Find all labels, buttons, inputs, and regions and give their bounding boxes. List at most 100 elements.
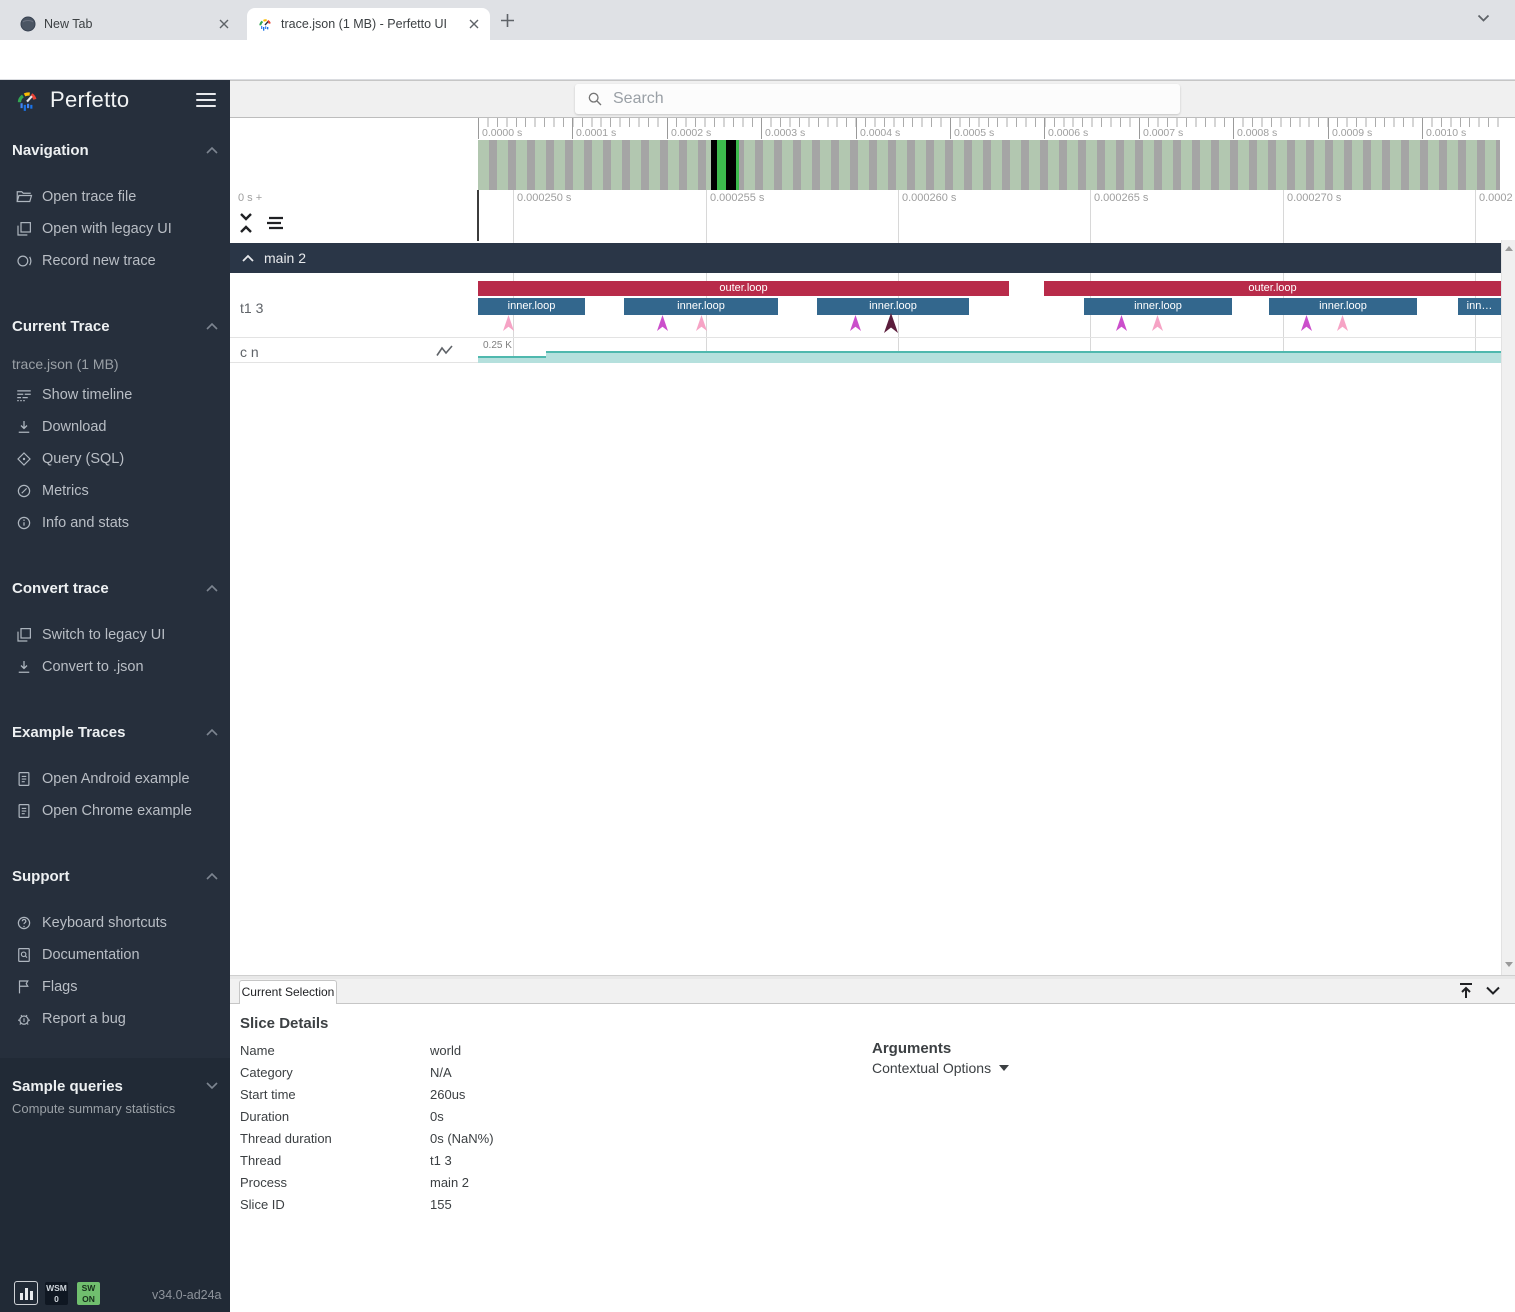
sidebar-item-documentation[interactable]: Documentation xyxy=(0,939,230,971)
new-tab-button-icon[interactable] xyxy=(500,13,515,28)
expand-panel-icon[interactable] xyxy=(1457,982,1475,1000)
tracks-scrollbar[interactable] xyxy=(1501,240,1515,975)
timeline-minimap[interactable] xyxy=(478,140,1500,190)
counter-track-canvas[interactable]: 0.25 K xyxy=(478,338,1501,363)
detail-label: Thread duration xyxy=(240,1131,332,1146)
thread-track-canvas: outer.loop outer.loop inner.loop inner.l… xyxy=(478,273,1501,338)
slice-outer-loop[interactable]: outer.loop xyxy=(478,281,1009,296)
browser-tabstrip: New Tab trace.json (1 MB) - Perfetto UI xyxy=(0,0,1515,40)
sw-status-badge: SW ON xyxy=(77,1282,100,1305)
query-icon xyxy=(17,452,31,466)
detail-value: 155 xyxy=(430,1197,452,1212)
bug-icon xyxy=(18,1014,30,1025)
section-sample-queries[interactable]: Sample queries xyxy=(12,1076,218,1096)
sidebar-item-flags[interactable]: Flags xyxy=(0,971,230,1003)
sidebar-item-switch-legacy[interactable]: Switch to legacy UI xyxy=(0,619,230,651)
instant-marker-magenta[interactable] xyxy=(656,315,669,332)
contextual-options-button[interactable]: Contextual Options xyxy=(872,1060,1010,1076)
slice-inner-loop[interactable]: inner.loop xyxy=(1084,298,1232,315)
dropdown-caret-icon xyxy=(999,1065,1010,1071)
instant-marker-pink[interactable] xyxy=(1336,315,1349,332)
timeline-icon xyxy=(17,390,31,402)
sidebar-item-report-bug[interactable]: Report a bug xyxy=(0,1003,230,1035)
counter-track-name[interactable]: c n xyxy=(240,344,259,360)
instant-marker-pink[interactable] xyxy=(1151,315,1164,332)
tab-perfetto[interactable]: trace.json (1 MB) - Perfetto UI xyxy=(247,8,490,40)
viewport-region-edge xyxy=(736,140,739,190)
chevron-up-icon xyxy=(206,872,218,880)
section-support[interactable]: Support xyxy=(12,866,218,886)
hamburger-menu-icon[interactable] xyxy=(196,89,216,111)
instant-marker-pink[interactable] xyxy=(502,315,515,332)
instant-marker-selected[interactable] xyxy=(883,313,899,334)
instant-marker-magenta[interactable] xyxy=(849,315,862,332)
slice-inner-loop[interactable]: inner.loop xyxy=(478,298,585,315)
slice-inner-loop[interactable]: inner.loop xyxy=(624,298,778,315)
detail-label: Name xyxy=(240,1043,275,1058)
instant-marker-magenta[interactable] xyxy=(1115,315,1128,332)
details-tabbar xyxy=(230,979,1515,1004)
sidebar-item-convert-json[interactable]: Convert to .json xyxy=(0,651,230,683)
collapse-panel-chevron-icon[interactable] xyxy=(1486,986,1500,995)
search-input[interactable] xyxy=(613,90,1180,108)
ruler-label: 0.0000 s xyxy=(482,127,523,139)
tab-current-selection[interactable]: Current Selection xyxy=(239,980,337,1004)
perfetto-favicon-icon xyxy=(259,19,271,31)
slice-outer-loop[interactable]: outer.loop xyxy=(1044,281,1501,296)
slice-inner-loop[interactable]: inner.loop xyxy=(817,298,969,315)
track-sort-icon[interactable] xyxy=(266,216,286,230)
tab-search-chevron-icon[interactable] xyxy=(1477,14,1490,23)
sidebar-footer: Sample queries Compute summary statistic… xyxy=(0,1058,230,1312)
perfetto-logo-icon xyxy=(17,92,37,111)
info-icon xyxy=(17,516,31,530)
chevron-down-icon xyxy=(206,1082,218,1090)
browser-toolbar: ui.perfetto.dev/#!/viewer?local_cache_ke… xyxy=(0,40,1515,116)
ruler-label: 0.0004 s xyxy=(860,127,901,139)
sidebar-item-download[interactable]: Download xyxy=(0,411,230,443)
detail-value: 0s (NaN%) xyxy=(430,1131,494,1146)
slice-inner-loop[interactable]: inner.loop xyxy=(1269,298,1417,315)
instant-marker-pink[interactable] xyxy=(695,315,708,332)
scroll-up-icon[interactable] xyxy=(1505,246,1513,251)
viewport-region[interactable] xyxy=(717,140,726,190)
sidebar-item-record-trace[interactable]: Record new trace xyxy=(0,245,230,277)
instant-marker-magenta[interactable] xyxy=(1300,315,1313,332)
viewport-handle-right[interactable] xyxy=(726,140,736,190)
detail-label: Duration xyxy=(240,1109,290,1124)
grid-time-label: 0.000270 s xyxy=(1287,192,1342,204)
sidebar-item-show-timeline[interactable]: Show timeline xyxy=(0,379,230,411)
slice-inner-loop[interactable]: inn… xyxy=(1458,298,1501,315)
collapse-tracks-icon[interactable] xyxy=(238,212,254,234)
sidebar-item-chrome-example[interactable]: Open Chrome example xyxy=(0,795,230,827)
detail-value: 0s xyxy=(430,1109,444,1124)
sidebar-item-open-legacy[interactable]: Open with legacy UI xyxy=(0,213,230,245)
scroll-down-icon[interactable] xyxy=(1505,962,1513,967)
section-current-trace[interactable]: Current Trace xyxy=(12,316,218,336)
ruler-label: 0.0007 s xyxy=(1143,127,1184,139)
details-drag-handle[interactable] xyxy=(230,975,1515,979)
process-group-header[interactable]: main 2 xyxy=(230,243,1501,273)
sidebar-item-keyboard-shortcuts[interactable]: Keyboard shortcuts xyxy=(0,907,230,939)
ruler-origin-marker xyxy=(477,190,479,241)
thread-track-name[interactable]: t1 3 xyxy=(240,300,264,316)
sidebar-item-query-sql[interactable]: Query (SQL) xyxy=(0,443,230,475)
viewport-handle-left[interactable] xyxy=(711,140,717,190)
sidebar-item-open-trace-file[interactable]: Open trace file xyxy=(0,181,230,213)
section-convert-trace[interactable]: Convert trace xyxy=(12,578,218,598)
detail-label: Process xyxy=(240,1175,287,1190)
sidebar-item-info-stats[interactable]: Info and stats xyxy=(0,507,230,539)
details-heading: Slice Details xyxy=(240,1015,329,1032)
counter-area-high xyxy=(546,351,1501,363)
section-navigation[interactable]: Navigation xyxy=(12,140,218,160)
tab-new-tab[interactable]: New Tab xyxy=(10,8,240,40)
bar-chart-icon[interactable] xyxy=(14,1281,38,1305)
sample-query-item[interactable]: Compute summary statistics xyxy=(12,1101,176,1116)
section-example-traces[interactable]: Example Traces xyxy=(12,722,218,742)
tab-close-icon[interactable] xyxy=(466,16,482,32)
search-box[interactable] xyxy=(575,84,1180,114)
tab-title: New Tab xyxy=(44,17,93,31)
sidebar-item-android-example[interactable]: Open Android example xyxy=(0,763,230,795)
sidebar-item-metrics[interactable]: Metrics xyxy=(0,475,230,507)
legacy-window-icon xyxy=(17,628,31,642)
tab-close-icon[interactable] xyxy=(216,16,232,32)
